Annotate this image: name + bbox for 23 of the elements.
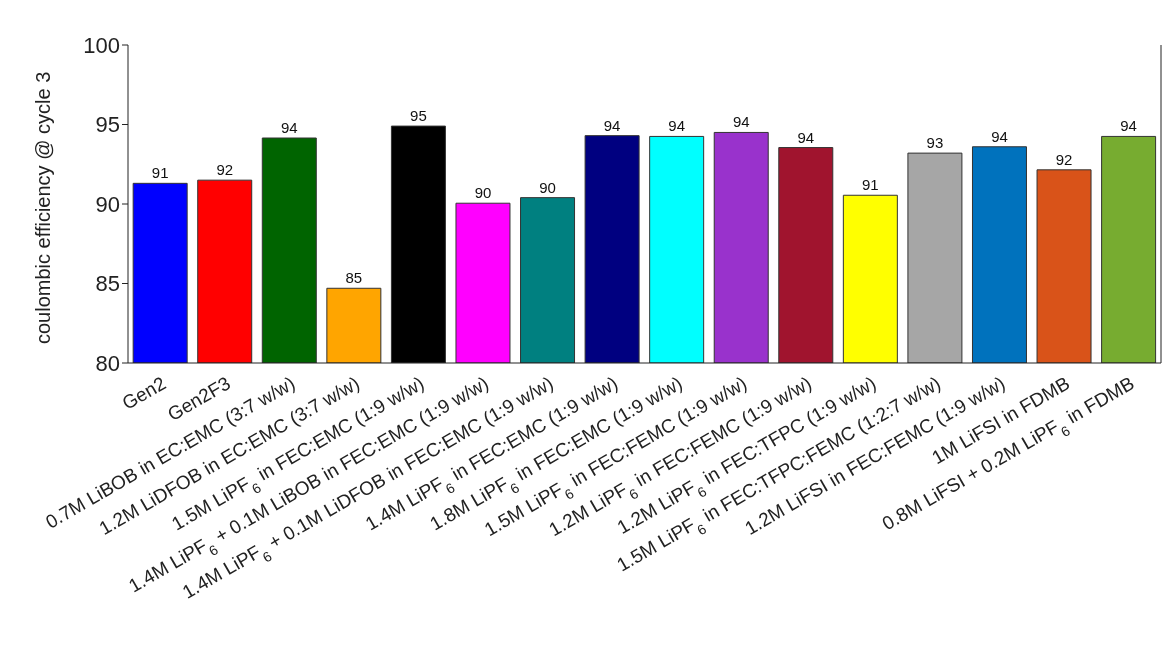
y-tick-label: 80 bbox=[95, 350, 120, 376]
data-label: 92 bbox=[216, 161, 234, 179]
data-label: 94 bbox=[280, 119, 298, 137]
data-label: 94 bbox=[603, 116, 621, 134]
data-label: 90 bbox=[539, 178, 556, 196]
data-label: 95 bbox=[410, 107, 427, 125]
data-label: 92 bbox=[1055, 150, 1073, 168]
y-tick-label: 100 bbox=[83, 32, 120, 58]
x-tick-label: Gen2 bbox=[118, 372, 170, 414]
data-label: 94 bbox=[732, 113, 750, 131]
y-tick-label: 90 bbox=[95, 191, 120, 217]
y-tick-label: 85 bbox=[95, 271, 120, 297]
y-tick-label: 95 bbox=[95, 112, 120, 138]
data-label: 91 bbox=[862, 176, 879, 194]
data-label: 94 bbox=[991, 127, 1008, 145]
data-label: 91 bbox=[151, 164, 169, 182]
data-label: 85 bbox=[345, 269, 363, 287]
y-axis-title: coulombic efficiency @ cycle 3 bbox=[32, 71, 55, 344]
data-label: 94 bbox=[668, 117, 686, 135]
data-label: 90 bbox=[474, 184, 492, 202]
data-label: 93 bbox=[926, 134, 944, 152]
data-label: 94 bbox=[797, 128, 815, 146]
data-label: 94 bbox=[1120, 117, 1137, 135]
